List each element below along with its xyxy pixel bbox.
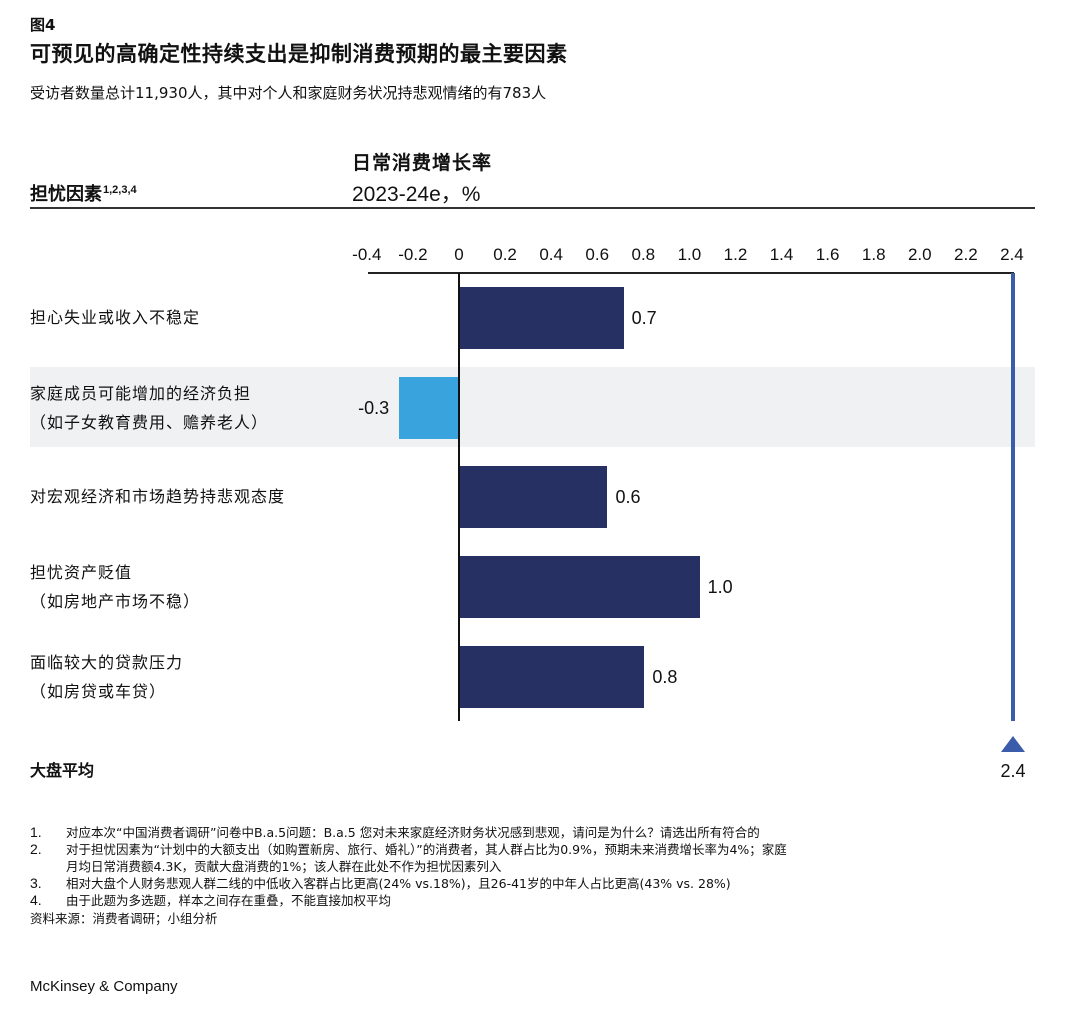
x-tick-label: 1.4 — [769, 245, 794, 264]
x-tick-label: 0.2 — [493, 245, 517, 264]
footnote: 2. 对于担忧因素为“计划中的大额支出（如购置新房、旅行、婚礼）”的消费者，其人群… — [30, 841, 1066, 858]
chart-title: 可预见的高确定性持续支出是抑制消费预期的最主要因素 — [30, 42, 568, 66]
zero-axis-line — [458, 273, 460, 721]
x-tick-label: 1.0 — [677, 245, 702, 264]
bar-value-label: -0.3 — [358, 398, 390, 418]
metric-subtitle: 2023-24e，% — [352, 183, 481, 206]
x-tick-label: 1.6 — [815, 245, 840, 264]
category-label-detail: （如房贷或车贷） — [30, 682, 167, 701]
footnote-text: 对应本次“中国消费者调研”问卷中B.a.5问题：B.a.5 您对未来家庭经济财务… — [66, 825, 760, 840]
x-tick-label: -0.4 — [352, 245, 382, 264]
footnote: 4. 由于此题为多选题，样本之间存在重叠，不能直接加权平均 — [30, 892, 1066, 909]
bar-value-label: 0.8 — [652, 667, 678, 687]
footnotes: 1. 对应本次“中国消费者调研”问卷中B.a.5问题：B.a.5 您对未来家庭经济… — [30, 824, 1066, 927]
x-tick-label: 1.8 — [861, 245, 886, 264]
x-tick-label: 0 — [454, 245, 464, 264]
bar — [460, 287, 624, 349]
bar — [399, 377, 459, 439]
bar — [460, 556, 700, 618]
figure-number: 图4 — [30, 16, 56, 34]
header-divider — [30, 207, 1035, 209]
category-label: 担忧资产贬值 — [30, 563, 133, 582]
factor-header-label: 担忧因素 — [30, 184, 102, 205]
x-tick-label: 0.8 — [631, 245, 656, 264]
footnote-text: 由于此题为多选题，样本之间存在重叠，不能直接加权平均 — [66, 893, 392, 908]
footnote-number: 4. — [30, 892, 42, 908]
average-reference-line — [1010, 273, 1015, 721]
category-label: 担心失业或收入不稳定 — [30, 308, 201, 327]
bar-value-label: 0.7 — [631, 308, 657, 328]
average-value-label: 2.4 — [1000, 761, 1026, 781]
footnote-number: 2. — [30, 841, 42, 857]
category-label-detail: （如子女教育费用、赡养老人） — [30, 413, 269, 432]
footnote-number: 1. — [30, 824, 42, 840]
x-tick-label: 2.2 — [954, 245, 978, 264]
factor-footnote-refs: 1,2,3,4 — [103, 184, 137, 196]
x-axis-line — [368, 272, 1014, 274]
category-label: 对宏观经济和市场趋势持悲观态度 — [30, 487, 286, 506]
x-tick-label: -0.2 — [398, 245, 428, 264]
bar-value-label: 1.0 — [707, 577, 733, 597]
metric-title: 日常消费增长率 — [352, 152, 493, 174]
category-label: 家庭成员可能增加的经济负担 — [30, 384, 252, 403]
highlight-band — [30, 367, 1035, 447]
factor-column-header: 担忧因素1,2,3,4 — [30, 180, 137, 206]
brand-logo-text: McKinsey & Company — [30, 978, 178, 995]
bar — [460, 646, 645, 708]
category-label-detail: （如房地产市场不稳） — [30, 592, 201, 611]
chart-subtitle: 受访者数量总计11,930人，其中对个人和家庭财务状况持悲观情绪的有783人 — [30, 84, 547, 102]
average-marker-triangle-icon — [1000, 736, 1025, 752]
footnote-text: 相对大盘个人财务悲观人群二线的中低收入客群占比更高(24% vs.18%)，且2… — [66, 876, 731, 891]
source-note: 资料来源：消费者调研；小组分析 — [30, 911, 218, 926]
bar — [460, 466, 608, 528]
x-tick-label: 1.2 — [723, 245, 748, 264]
average-label: 大盘平均 — [30, 761, 95, 780]
x-tick-label: 0.6 — [585, 245, 610, 264]
footnote: 3. 相对大盘个人财务悲观人群二线的中低收入客群占比更高(24% vs.18%)，… — [30, 875, 1066, 892]
footnote-text: 对于担忧因素为“计划中的大额支出（如购置新房、旅行、婚礼）”的消费者，其人群占比… — [66, 842, 787, 857]
footnote: 1. 对应本次“中国消费者调研”问卷中B.a.5问题：B.a.5 您对未来家庭经济… — [30, 824, 1066, 841]
x-tick-label: 2.4 — [1000, 245, 1024, 264]
bar-value-label: 0.6 — [615, 487, 641, 507]
footnote-number: 3. — [30, 875, 42, 891]
x-tick-label: 0.4 — [539, 245, 563, 264]
category-label: 面临较大的贷款压力 — [30, 653, 184, 672]
x-tick-label: 2.0 — [907, 245, 932, 264]
footnote-continuation: 月均日常消费额4.3K，贡献大盘消费的1%；该人群在此处不作为担忧因素列入 — [66, 859, 502, 874]
